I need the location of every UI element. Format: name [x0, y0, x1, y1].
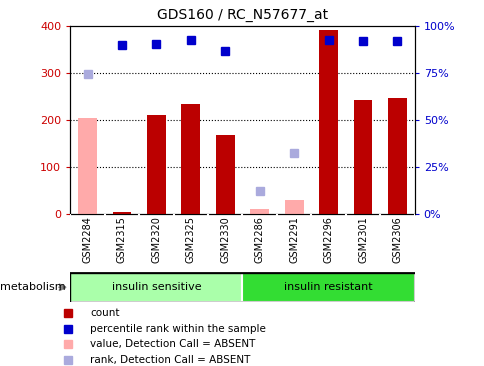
- Text: GSM2330: GSM2330: [220, 216, 230, 263]
- Bar: [318, 30, 337, 214]
- Text: GSM2306: GSM2306: [392, 216, 402, 263]
- Text: metabolism: metabolism: [0, 282, 65, 292]
- Text: GSM2291: GSM2291: [288, 216, 299, 263]
- Bar: [147, 115, 166, 214]
- Bar: [181, 104, 200, 214]
- Bar: [242, 273, 414, 302]
- Bar: [250, 209, 269, 214]
- Text: percentile rank within the sample: percentile rank within the sample: [90, 324, 265, 334]
- Title: GDS160 / RC_N57677_at: GDS160 / RC_N57677_at: [157, 8, 327, 22]
- Text: GSM2320: GSM2320: [151, 216, 161, 263]
- Text: GSM2284: GSM2284: [82, 216, 92, 263]
- Text: value, Detection Call = ABSENT: value, Detection Call = ABSENT: [90, 339, 255, 349]
- Text: GSM2301: GSM2301: [357, 216, 367, 263]
- Bar: [387, 98, 406, 214]
- Bar: [70, 273, 242, 302]
- Text: GSM2315: GSM2315: [117, 216, 127, 263]
- Text: GSM2286: GSM2286: [254, 216, 264, 263]
- Text: rank, Detection Call = ABSENT: rank, Detection Call = ABSENT: [90, 355, 250, 365]
- Text: insulin resistant: insulin resistant: [284, 282, 372, 292]
- Text: count: count: [90, 309, 119, 318]
- Text: insulin sensitive: insulin sensitive: [111, 282, 201, 292]
- Bar: [112, 212, 131, 214]
- Text: GSM2325: GSM2325: [185, 216, 196, 263]
- Bar: [284, 200, 303, 214]
- Bar: [215, 135, 234, 214]
- Bar: [353, 100, 372, 214]
- Bar: [78, 117, 97, 214]
- Text: GSM2296: GSM2296: [323, 216, 333, 263]
